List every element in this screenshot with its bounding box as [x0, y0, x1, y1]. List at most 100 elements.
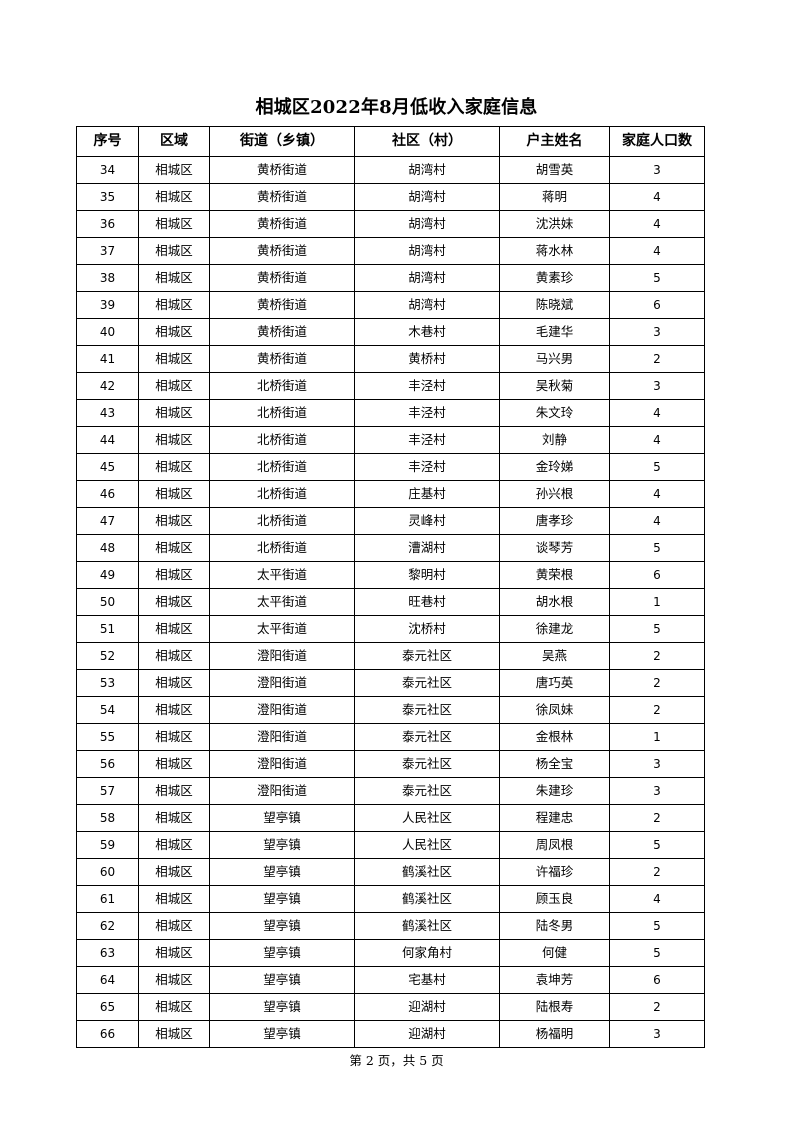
- cell-street: 太平街道: [209, 615, 355, 643]
- column-header-community: 社区（村）: [354, 126, 500, 157]
- cell-region: 相城区: [138, 372, 210, 400]
- cell-community: 泰元社区: [354, 750, 500, 778]
- cell-family-size: 3: [609, 750, 705, 778]
- cell-sequence-number: 53: [76, 669, 139, 697]
- cell-community: 胡湾村: [354, 156, 500, 184]
- cell-family-size: 3: [609, 1020, 705, 1048]
- cell-street: 望亭镇: [209, 885, 355, 913]
- cell-household-head: 胡水根: [499, 588, 610, 616]
- table-row: 55 相城区 澄阳街道 泰元社区 金根林 1: [76, 723, 705, 751]
- cell-sequence-number: 59: [76, 831, 139, 859]
- cell-family-size: 6: [609, 291, 705, 319]
- cell-family-size: 2: [609, 858, 705, 886]
- cell-community: 何家角村: [354, 939, 500, 967]
- column-header-seq: 序号: [76, 126, 139, 157]
- cell-household-head: 蒋水林: [499, 237, 610, 265]
- cell-family-size: 4: [609, 426, 705, 454]
- cell-community: 丰泾村: [354, 453, 500, 481]
- cell-community: 人民社区: [354, 804, 500, 832]
- table-row: 47 相城区 北桥街道 灵峰村 唐孝珍 4: [76, 507, 705, 535]
- cell-street: 望亭镇: [209, 858, 355, 886]
- cell-region: 相城区: [138, 507, 210, 535]
- cell-sequence-number: 60: [76, 858, 139, 886]
- table-row: 50 相城区 太平街道 旺巷村 胡水根 1: [76, 588, 705, 616]
- cell-community: 人民社区: [354, 831, 500, 859]
- cell-family-size: 5: [609, 939, 705, 967]
- cell-community: 黎明村: [354, 561, 500, 589]
- cell-household-head: 黄素珍: [499, 264, 610, 292]
- table-row: 36 相城区 黄桥街道 胡湾村 沈洪妹 4: [76, 210, 705, 238]
- cell-household-head: 唐巧英: [499, 669, 610, 697]
- cell-family-size: 2: [609, 696, 705, 724]
- cell-street: 北桥街道: [209, 426, 355, 454]
- cell-region: 相城区: [138, 723, 210, 751]
- cell-sequence-number: 42: [76, 372, 139, 400]
- cell-household-head: 朱建珍: [499, 777, 610, 805]
- cell-sequence-number: 45: [76, 453, 139, 481]
- cell-household-head: 吴秋菊: [499, 372, 610, 400]
- cell-community: 灵峰村: [354, 507, 500, 535]
- cell-community: 鹤溪社区: [354, 858, 500, 886]
- cell-community: 鹤溪社区: [354, 885, 500, 913]
- table-row: 56 相城区 澄阳街道 泰元社区 杨全宝 3: [76, 750, 705, 778]
- table-row: 65 相城区 望亭镇 迎湖村 陆根寿 2: [76, 993, 705, 1021]
- table-row: 52 相城区 澄阳街道 泰元社区 吴燕 2: [76, 642, 705, 670]
- table-row: 66 相城区 望亭镇 迎湖村 杨福明 3: [76, 1020, 705, 1048]
- cell-community: 黄桥村: [354, 345, 500, 373]
- cell-street: 望亭镇: [209, 939, 355, 967]
- cell-community: 宅基村: [354, 966, 500, 994]
- cell-street: 太平街道: [209, 588, 355, 616]
- cell-street: 望亭镇: [209, 804, 355, 832]
- table-row: 57 相城区 澄阳街道 泰元社区 朱建珍 3: [76, 777, 705, 805]
- cell-family-size: 2: [609, 642, 705, 670]
- cell-household-head: 马兴男: [499, 345, 610, 373]
- cell-region: 相城区: [138, 453, 210, 481]
- cell-street: 澄阳街道: [209, 777, 355, 805]
- column-header-street: 街道（乡镇）: [209, 126, 355, 157]
- cell-family-size: 5: [609, 453, 705, 481]
- cell-region: 相城区: [138, 210, 210, 238]
- cell-street: 黄桥街道: [209, 264, 355, 292]
- cell-sequence-number: 37: [76, 237, 139, 265]
- cell-region: 相城区: [138, 642, 210, 670]
- cell-sequence-number: 43: [76, 399, 139, 427]
- cell-community: 胡湾村: [354, 183, 500, 211]
- cell-community: 胡湾村: [354, 237, 500, 265]
- cell-community: 丰泾村: [354, 426, 500, 454]
- table-row: 48 相城区 北桥街道 漕湖村 谈琴芳 5: [76, 534, 705, 562]
- cell-community: 迎湖村: [354, 993, 500, 1021]
- cell-sequence-number: 41: [76, 345, 139, 373]
- cell-household-head: 朱文玲: [499, 399, 610, 427]
- table-row: 34 相城区 黄桥街道 胡湾村 胡雪英 3: [76, 156, 705, 184]
- cell-sequence-number: 48: [76, 534, 139, 562]
- cell-region: 相城区: [138, 696, 210, 724]
- cell-community: 胡湾村: [354, 264, 500, 292]
- cell-family-size: 3: [609, 318, 705, 346]
- table-header-row: 序号 区域 街道（乡镇） 社区（村） 户主姓名 家庭人口数: [76, 126, 705, 157]
- cell-sequence-number: 46: [76, 480, 139, 508]
- table-row: 51 相城区 太平街道 沈桥村 徐建龙 5: [76, 615, 705, 643]
- cell-family-size: 1: [609, 588, 705, 616]
- cell-sequence-number: 49: [76, 561, 139, 589]
- cell-street: 北桥街道: [209, 453, 355, 481]
- table-row: 41 相城区 黄桥街道 黄桥村 马兴男 2: [76, 345, 705, 373]
- cell-sequence-number: 44: [76, 426, 139, 454]
- cell-sequence-number: 58: [76, 804, 139, 832]
- cell-household-head: 沈洪妹: [499, 210, 610, 238]
- cell-region: 相城区: [138, 588, 210, 616]
- cell-family-size: 6: [609, 966, 705, 994]
- cell-street: 黄桥街道: [209, 183, 355, 211]
- cell-street: 黄桥街道: [209, 210, 355, 238]
- table-row: 53 相城区 澄阳街道 泰元社区 唐巧英 2: [76, 669, 705, 697]
- cell-region: 相城区: [138, 291, 210, 319]
- cell-region: 相城区: [138, 1020, 210, 1048]
- cell-household-head: 陆冬男: [499, 912, 610, 940]
- table-row: 63 相城区 望亭镇 何家角村 何健 5: [76, 939, 705, 967]
- table-header: 序号 区域 街道（乡镇） 社区（村） 户主姓名 家庭人口数: [76, 126, 705, 157]
- table-row: 64 相城区 望亭镇 宅基村 袁坤芳 6: [76, 966, 705, 994]
- cell-street: 北桥街道: [209, 480, 355, 508]
- cell-region: 相城区: [138, 480, 210, 508]
- cell-street: 望亭镇: [209, 993, 355, 1021]
- cell-household-head: 周凤根: [499, 831, 610, 859]
- cell-community: 沈桥村: [354, 615, 500, 643]
